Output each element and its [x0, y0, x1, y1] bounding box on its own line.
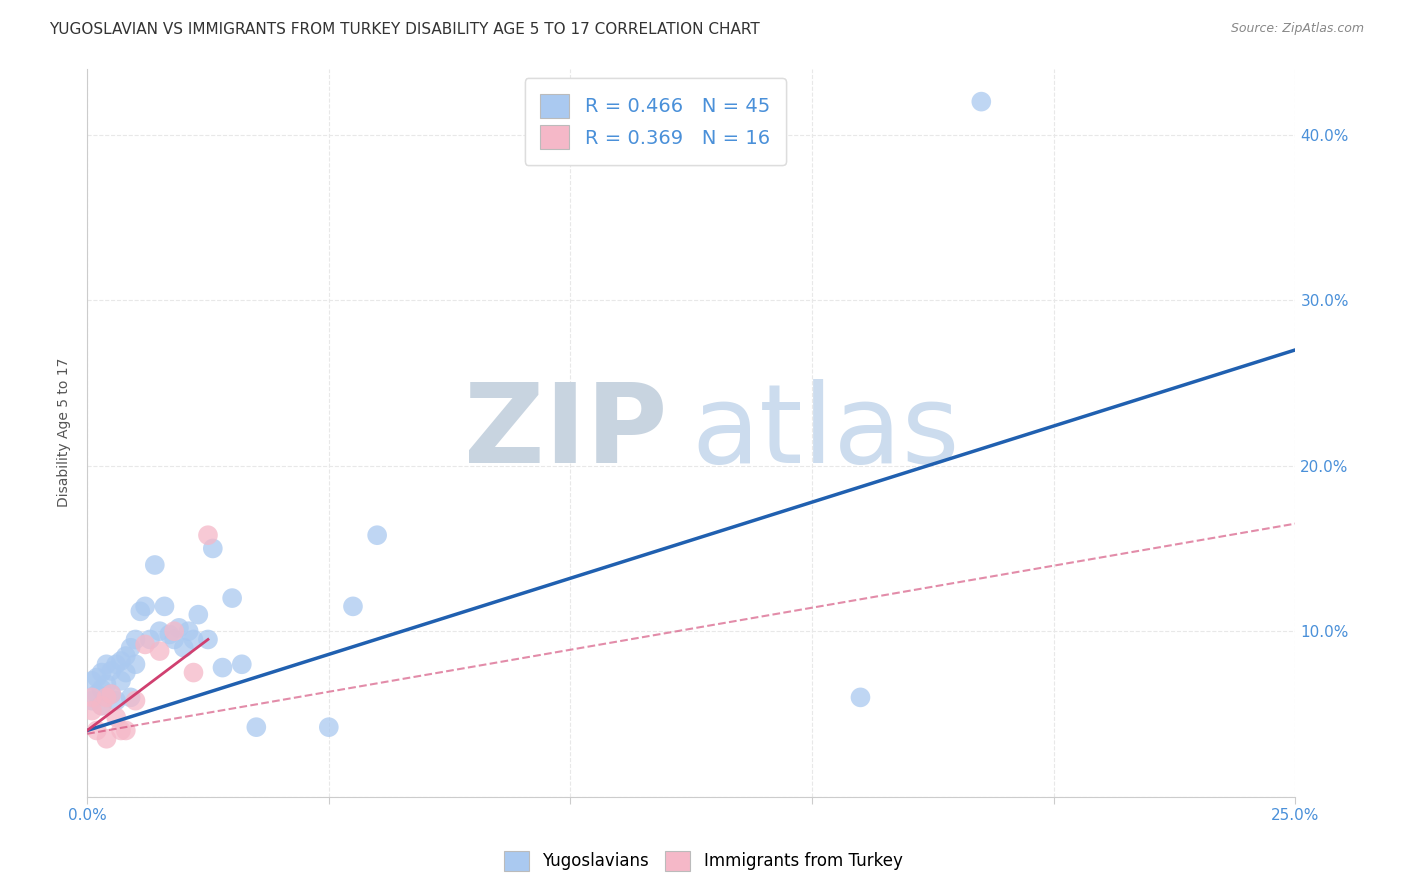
Point — [139, 632, 162, 647]
Point — [245, 720, 267, 734]
Text: YUGOSLAVIAN VS IMMIGRANTS FROM TURKEY DISABILITY AGE 5 TO 17 CORRELATION CHART: YUGOSLAVIAN VS IMMIGRANTS FROM TURKEY DI… — [49, 22, 761, 37]
Point — [110, 673, 132, 688]
Point — [149, 644, 172, 658]
Point — [105, 710, 128, 724]
Point — [86, 671, 108, 685]
Legend: Yugoslavians, Immigrants from Turkey: Yugoslavians, Immigrants from Turkey — [495, 842, 911, 880]
Point — [163, 632, 186, 647]
Text: Source: ZipAtlas.com: Source: ZipAtlas.com — [1230, 22, 1364, 36]
Text: ZIP: ZIP — [464, 379, 666, 486]
Point — [100, 687, 122, 701]
Point — [197, 632, 219, 647]
Point — [80, 694, 103, 708]
Point — [114, 723, 136, 738]
Point — [177, 624, 200, 639]
Point — [96, 690, 118, 705]
Point — [197, 528, 219, 542]
Point — [96, 657, 118, 672]
Point — [80, 690, 103, 705]
Point — [100, 687, 122, 701]
Point — [318, 720, 340, 734]
Point — [183, 632, 205, 647]
Legend: R = 0.466   N = 45, R = 0.369   N = 16: R = 0.466 N = 45, R = 0.369 N = 16 — [524, 78, 786, 165]
Point — [96, 677, 118, 691]
Point — [124, 657, 146, 672]
Point — [90, 682, 112, 697]
Point — [342, 599, 364, 614]
Point — [124, 632, 146, 647]
Point — [110, 723, 132, 738]
Y-axis label: Disability Age 5 to 17: Disability Age 5 to 17 — [58, 358, 72, 508]
Point — [366, 528, 388, 542]
Point — [173, 640, 195, 655]
Point — [187, 607, 209, 622]
Point — [105, 694, 128, 708]
Point — [96, 731, 118, 746]
Point — [849, 690, 872, 705]
Point — [211, 660, 233, 674]
Point — [86, 723, 108, 738]
Point — [90, 698, 112, 713]
Point — [143, 558, 166, 572]
Point — [157, 627, 180, 641]
Point — [153, 599, 176, 614]
Point — [90, 698, 112, 713]
Point — [100, 664, 122, 678]
Point — [90, 665, 112, 680]
Point — [120, 690, 142, 705]
Point — [183, 665, 205, 680]
Point — [201, 541, 224, 556]
Point — [221, 591, 243, 606]
Point — [149, 624, 172, 639]
Point — [114, 665, 136, 680]
Point — [110, 654, 132, 668]
Point — [134, 637, 156, 651]
Text: atlas: atlas — [692, 379, 960, 486]
Point — [105, 657, 128, 672]
Point — [114, 648, 136, 663]
Point — [80, 673, 103, 688]
Point — [231, 657, 253, 672]
Point — [970, 95, 993, 109]
Point — [167, 621, 190, 635]
Point — [86, 687, 108, 701]
Point — [134, 599, 156, 614]
Point — [163, 624, 186, 639]
Point — [120, 640, 142, 655]
Point — [124, 694, 146, 708]
Point — [129, 604, 152, 618]
Point — [80, 704, 103, 718]
